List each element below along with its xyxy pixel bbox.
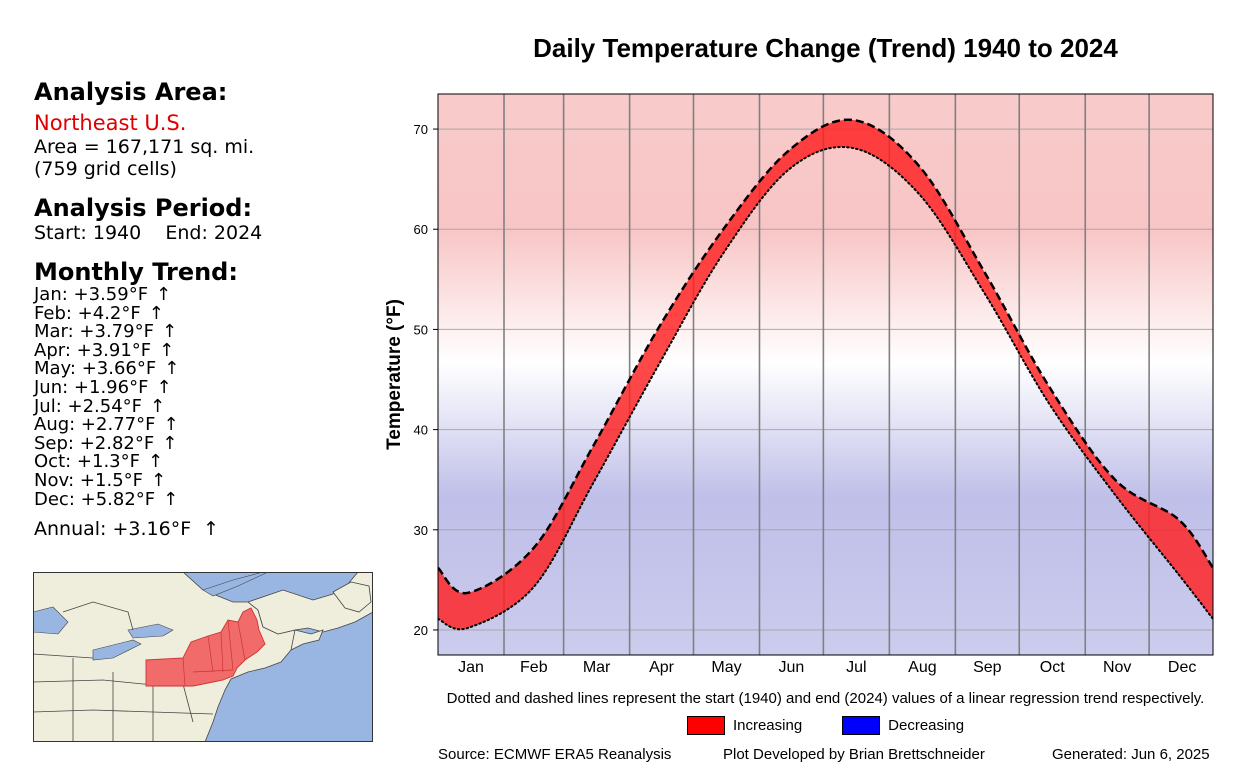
monthly-trend-item: Jul: +2.54°F ↑ bbox=[34, 395, 394, 417]
x-tick-label: Aug bbox=[908, 659, 936, 676]
legend: Increasing Decreasing bbox=[438, 716, 1213, 735]
horizontal-gridlines bbox=[438, 128, 1213, 631]
x-tick-label: Feb bbox=[520, 659, 548, 676]
arrow-up-icon: ↑ bbox=[203, 518, 220, 541]
x-tick-label: Dec bbox=[1168, 659, 1196, 676]
map-land-newfoundland bbox=[332, 581, 372, 613]
arrow-up-icon: ↑ bbox=[159, 339, 175, 361]
monthly-trend-text: Aug: +2.77°F bbox=[34, 414, 156, 436]
legend-label-decreasing: Decreasing bbox=[888, 717, 965, 734]
x-tick-label: Mar bbox=[583, 659, 611, 676]
monthly-trend-text: Sep: +2.82°F bbox=[34, 432, 155, 454]
monthly-trend-item: May: +3.66°F ↑ bbox=[34, 360, 394, 379]
arrow-up-icon: ↑ bbox=[147, 451, 164, 473]
y-tick-label: 30 bbox=[414, 523, 428, 538]
plot-frame bbox=[437, 93, 1214, 656]
generated-date: Generated: Jun 6, 2025 bbox=[1052, 746, 1210, 763]
monthly-trend-text: Jan: +3.59°F bbox=[34, 284, 149, 305]
y-tick-label: 70 bbox=[414, 122, 428, 137]
map-lake-ontario bbox=[127, 623, 174, 639]
x-tick-label: Oct bbox=[1040, 659, 1065, 676]
x-tick-label: Jul bbox=[846, 659, 866, 676]
monthly-trend-item: Aug: +2.77°F ↑ bbox=[34, 414, 394, 436]
y-axis-label: Temperature (°F) bbox=[384, 299, 405, 450]
analysis-period-heading: Analysis Period: bbox=[34, 194, 253, 222]
y-tick-label: 40 bbox=[414, 423, 428, 438]
region-locator-map bbox=[33, 572, 373, 742]
map-lake-erie bbox=[92, 639, 142, 661]
legend-item-increasing: Increasing bbox=[686, 716, 803, 735]
arrow-up-icon: ↑ bbox=[151, 469, 167, 491]
monthly-trend-item: Oct: +1.3°F ↑ bbox=[34, 453, 394, 472]
monthly-trend-item: Jun: +1.96°F ↑ bbox=[34, 376, 394, 398]
monthly-trend-text: Jun: +1.96°F bbox=[34, 376, 149, 398]
monthly-trend-item: Dec: +5.82°F ↑ bbox=[34, 488, 394, 510]
map-st-lawrence bbox=[202, 572, 269, 597]
monthly-trend-item: Sep: +2.82°F ↑ bbox=[34, 432, 394, 454]
monthly-trend-text: Nov: +1.5°F bbox=[34, 469, 143, 491]
x-tick-label: May bbox=[711, 659, 741, 676]
map-lake-huron bbox=[33, 606, 69, 635]
arrow-up-icon: ↑ bbox=[150, 395, 166, 417]
x-axis-ticks: Jan Feb Mar Apr May Jun Jul Aug Sep Oct Nov Dec bbox=[458, 659, 1196, 676]
monthly-trend-item: Jan: +3.59°F ↑ bbox=[34, 284, 394, 305]
arrow-up-icon: ↑ bbox=[161, 321, 178, 343]
monthly-trend-text: Mar: +3.79°F bbox=[34, 321, 154, 343]
info-panel: Analysis Area: Northeast U.S. Area = 167… bbox=[34, 78, 394, 540]
monthly-trend-heading: Monthly Trend: bbox=[34, 258, 238, 286]
monthly-trend-item: Nov: +1.5°F ↑ bbox=[34, 469, 394, 491]
arrow-up-icon: ↑ bbox=[164, 358, 180, 380]
trend-band-increasing bbox=[438, 119, 1213, 630]
series-line-2024 bbox=[438, 118, 1213, 595]
x-tick-label: Jan bbox=[458, 659, 484, 676]
monthly-trend-text: Feb: +4.2°F bbox=[34, 302, 141, 324]
legend-label-increasing: Increasing bbox=[732, 717, 803, 734]
monthly-trend-text: Oct: +1.3°F bbox=[34, 451, 140, 473]
map-region-state-borders bbox=[182, 619, 246, 687]
y-tick-label: 60 bbox=[414, 222, 428, 237]
x-tick-label: Nov bbox=[1103, 659, 1131, 676]
monthly-trend-item: Mar: +3.79°F ↑ bbox=[34, 321, 394, 343]
y-axis-ticks: 20 30 40 50 60 70 bbox=[414, 122, 438, 638]
map-land-canada-east bbox=[247, 572, 373, 635]
area-line: Area = 167,171 sq. mi. bbox=[34, 136, 255, 158]
map-northeast-region bbox=[145, 607, 266, 687]
y-tick-label: 50 bbox=[414, 322, 428, 337]
grid-cells-line: (759 grid cells) bbox=[34, 158, 177, 180]
arrow-up-icon: ↑ bbox=[163, 488, 179, 510]
plot-background bbox=[438, 94, 1213, 655]
annual-trend-text: Annual: +3.16°F bbox=[34, 518, 192, 541]
developer-credit: Plot Developed by Brian Brettschneider bbox=[723, 746, 985, 763]
annual-trend: Annual: +3.16°F ↑ bbox=[34, 518, 394, 540]
arrow-up-icon: ↑ bbox=[156, 284, 172, 305]
monthly-trend-list: Jan: +3.59°F ↑ Feb: +4.2°F ↑ Mar: +3.79°F ↑ Ap… bbox=[34, 284, 394, 510]
monthly-trend-item: Apr: +3.91°F ↑ bbox=[34, 339, 394, 361]
monthly-trend-text: Dec: +5.82°F bbox=[34, 488, 156, 510]
arrow-up-icon: ↑ bbox=[163, 414, 179, 436]
x-tick-label: Apr bbox=[649, 659, 675, 676]
period-line: Start: 1940 End: 2024 bbox=[34, 222, 263, 244]
region-name: Northeast U.S. bbox=[34, 111, 187, 135]
chart-title: Daily Temperature Change (Trend) 1940 to… bbox=[533, 33, 1118, 63]
map-land-nova-scotia bbox=[290, 629, 324, 651]
y-tick-label: 20 bbox=[414, 623, 428, 638]
monthly-trend-text: Apr: +3.91°F bbox=[34, 339, 152, 361]
series-line-1940 bbox=[438, 146, 1213, 631]
x-tick-label: Sep bbox=[973, 659, 1002, 676]
month-dividers bbox=[503, 94, 1150, 655]
source-credit: Source: ECMWF ERA5 Reanalysis bbox=[438, 746, 672, 763]
arrow-up-icon: ↑ bbox=[162, 432, 178, 454]
legend-swatch-decreasing bbox=[842, 716, 881, 735]
arrow-up-icon: ↑ bbox=[148, 302, 164, 324]
analysis-area-heading: Analysis Area: bbox=[34, 78, 228, 106]
monthly-trend-text: Jul: +2.54°F bbox=[34, 395, 143, 417]
arrow-up-icon: ↑ bbox=[156, 376, 172, 398]
temperature-trend-chart: 20 30 40 50 60 70 Jan Feb Mar Apr May Jun Jul Aug Sep… bbox=[384, 93, 1214, 676]
chart-note: Dotted and dashed lines represent the st… bbox=[446, 690, 1205, 707]
monthly-trend-item: Feb: +4.2°F ↑ bbox=[34, 302, 394, 324]
legend-swatch-increasing bbox=[686, 716, 725, 735]
x-tick-label: Jun bbox=[779, 659, 805, 676]
monthly-trend-text: May: +3.66°F bbox=[34, 358, 157, 380]
legend-item-decreasing: Decreasing bbox=[842, 716, 964, 735]
